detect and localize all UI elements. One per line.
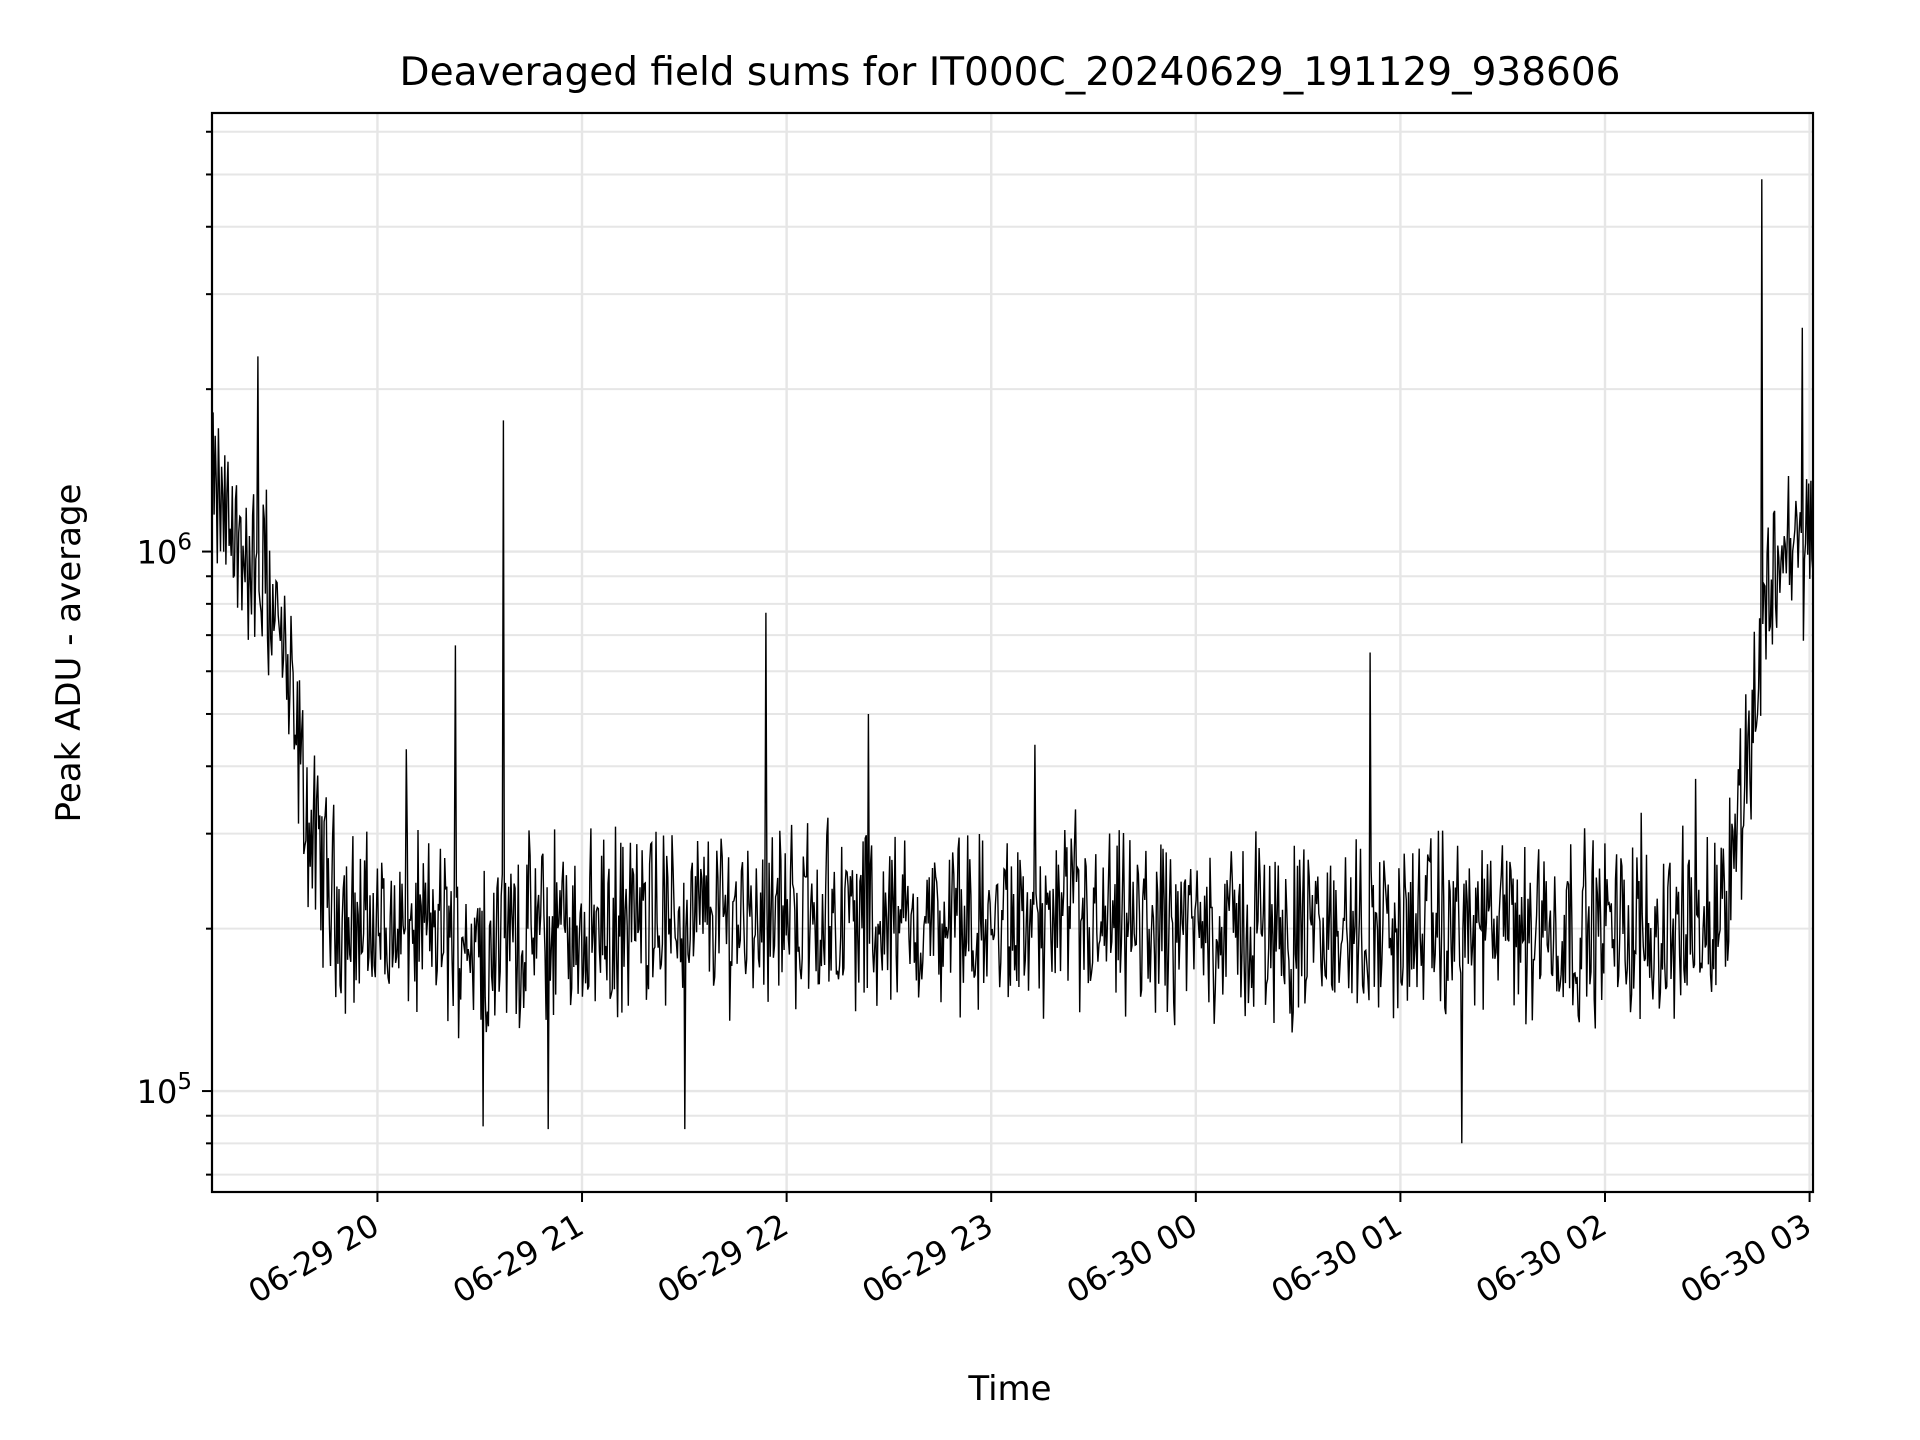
y-axis-ticks: 105 106 bbox=[137, 130, 212, 1176]
y-tick-label: 106 bbox=[137, 530, 192, 572]
y-tick-label: 105 bbox=[137, 1069, 192, 1111]
chart-title: Deaveraged field sums for IT000C_2024062… bbox=[400, 50, 1621, 95]
series-area bbox=[211, 179, 1814, 1144]
series-line bbox=[211, 179, 1814, 1144]
plot-frame bbox=[210, 111, 1815, 1194]
y-axis-label: Peak ADU - average bbox=[49, 484, 89, 823]
x-axis-label: Time bbox=[967, 1369, 1051, 1409]
grid bbox=[212, 113, 1813, 1192]
